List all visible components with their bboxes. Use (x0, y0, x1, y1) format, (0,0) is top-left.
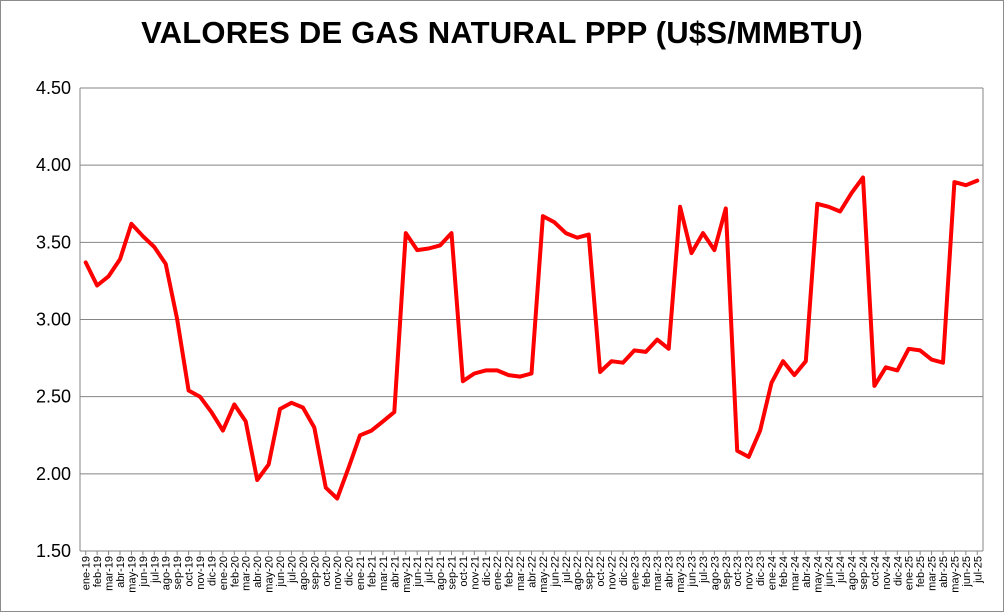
x-tick-label: jul-23 (698, 556, 710, 584)
x-tick-label: ago-23 (709, 556, 721, 590)
x-tick-label: jun-24 (824, 556, 836, 588)
x-tick-label: nov-21 (469, 556, 481, 590)
x-tick-label: sep-23 (721, 556, 733, 590)
x-tick-label: jul-20 (286, 556, 298, 584)
x-tick-label: jul-24 (835, 556, 847, 584)
x-tick-label: dic-21 (481, 556, 493, 586)
x-tick-label: abr-25 (938, 556, 950, 588)
x-tick-label: mar-23 (652, 556, 664, 591)
x-tick-label: may-24 (812, 556, 824, 593)
x-tick-label: dic-19 (206, 556, 218, 586)
x-tick-label: dic-24 (892, 556, 904, 586)
x-tick-label: feb-22 (504, 556, 516, 587)
x-tick-label: ene-19 (81, 556, 93, 590)
x-tick-label: may-22 (538, 556, 550, 593)
x-tick-label: oct-22 (595, 556, 607, 587)
series-group (83, 175, 980, 501)
x-tick-label: jun-20 (275, 556, 287, 588)
x-tick-label: dic-23 (755, 556, 767, 586)
x-tick-label: oct-24 (869, 556, 881, 587)
x-tick-label: oct-23 (732, 556, 744, 587)
x-tick-label: jul-25 (972, 556, 984, 584)
x-tick-label: feb-21 (366, 556, 378, 587)
x-tick-label: jul-19 (149, 556, 161, 584)
x-tick-label: jul-21 (424, 556, 436, 584)
x-tick-label: feb-25 (915, 556, 927, 587)
x-tick-label: nov-20 (332, 556, 344, 590)
x-tick-label: ene-25 (904, 556, 916, 590)
x-tick-label: sep-22 (584, 556, 596, 590)
x-tick-label: ago-24 (847, 556, 859, 590)
y-tick-label: 4.00 (36, 155, 71, 175)
x-tick-label: feb-20 (229, 556, 241, 587)
x-tick-label: mar-24 (789, 556, 801, 591)
x-tick-label: abr-21 (389, 556, 401, 588)
x-tick-label: abr-23 (664, 556, 676, 588)
y-tick-label: 4.50 (36, 78, 71, 98)
x-tick-label: sep-24 (858, 556, 870, 590)
x-tick-label: mar-20 (241, 556, 253, 591)
x-tick-label: jun-25 (961, 556, 973, 588)
x-tick-label: jun-23 (687, 556, 699, 588)
x-tick-label: may-23 (675, 556, 687, 593)
x-tick-label: oct-20 (321, 556, 333, 587)
gridlines (79, 87, 984, 552)
x-tick-label: ago-20 (298, 556, 310, 590)
x-tick-label: abr-24 (801, 556, 813, 588)
x-tick-label: may-19 (126, 556, 138, 593)
x-tick-label: feb-24 (778, 556, 790, 587)
x-tick-label: mar-22 (515, 556, 527, 591)
x-tick-label: sep-20 (309, 556, 321, 590)
y-tick-label: 3.00 (36, 310, 71, 330)
x-tick-label: nov-24 (881, 556, 893, 590)
x-tick-label: ene-22 (492, 556, 504, 590)
x-tick-label: mar-19 (104, 556, 116, 591)
x-tick-label: jun-19 (138, 556, 150, 588)
x-tick-label: feb-19 (92, 556, 104, 587)
x-tick-label: ene-21 (355, 556, 367, 590)
x-tick-label: oct-19 (184, 556, 196, 587)
x-tick-label: ago-21 (435, 556, 447, 590)
y-tick-label: 2.50 (36, 387, 71, 407)
x-tick-label: ago-22 (572, 556, 584, 590)
series-line (83, 175, 980, 501)
x-tick-label: nov-23 (744, 556, 756, 590)
x-tick-label: ene-24 (767, 556, 779, 590)
x-tick-label: mar-21 (378, 556, 390, 591)
x-tick-label: nov-19 (195, 556, 207, 590)
x-tick-label: may-21 (401, 556, 413, 593)
x-tick-label: jun-21 (412, 556, 424, 588)
y-tick-label: 1.50 (36, 541, 71, 561)
x-tick-label: ene-23 (629, 556, 641, 590)
chart-title: VALORES DE GAS NATURAL PPP (U$S/MMBTU) (141, 15, 863, 50)
x-tick-label: abr-20 (252, 556, 264, 588)
x-tick-label: mar-25 (927, 556, 939, 591)
x-tick-label: nov-22 (607, 556, 619, 590)
x-tick-label: sep-19 (172, 556, 184, 590)
x-tick-label: feb-23 (641, 556, 653, 587)
x-tick-label: abr-22 (527, 556, 539, 588)
x-tick-label: ago-19 (161, 556, 173, 590)
x-tick-label: jul-22 (561, 556, 573, 584)
y-tick-label: 2.00 (36, 464, 71, 484)
x-tick-label: jun-22 (549, 556, 561, 588)
x-tick-label: abr-19 (115, 556, 127, 588)
y-axis-ticks: 1.50 2.00 2.50 3.00 3.50 4.00 4.50 (36, 78, 71, 561)
x-tick-label: oct-21 (458, 556, 470, 587)
x-tick-label: dic-20 (344, 556, 356, 586)
x-tick-label: ene-20 (218, 556, 230, 590)
x-tick-label: sep-21 (446, 556, 458, 590)
x-tick-label: may-25 (949, 556, 961, 593)
y-tick-label: 3.50 (36, 232, 71, 252)
x-tick-label: may-20 (264, 556, 276, 593)
x-axis-ticks: ene-19 feb-19 mar-19 abr-19 may-19 jun-19 jul-… (81, 551, 984, 593)
x-tick-label: dic-22 (618, 556, 630, 586)
